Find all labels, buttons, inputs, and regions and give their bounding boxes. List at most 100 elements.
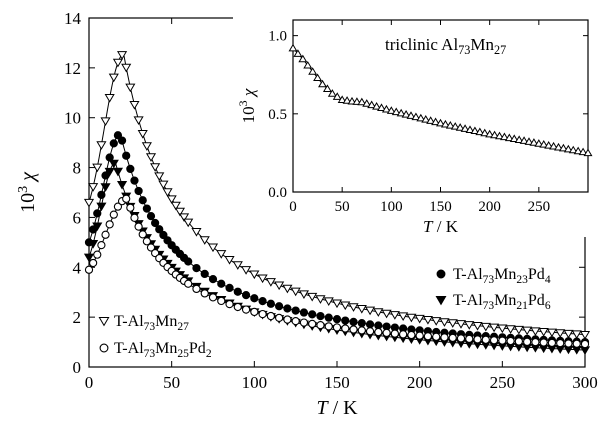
inset-y-tick-label: 1.0 xyxy=(268,29,287,45)
y-tick-label: 8 xyxy=(73,159,82,178)
inset-data-point xyxy=(583,148,593,157)
main-plot-area: 0 50 100 150 200 250 300 0 2 4 6 8 10 12 14 T / K 103 χ T… xyxy=(16,9,598,419)
data-point xyxy=(232,261,243,270)
data-point xyxy=(122,194,131,203)
inset-x-tick-label: 200 xyxy=(478,199,501,215)
data-point xyxy=(93,209,102,218)
inset-series xyxy=(288,43,593,157)
data-point xyxy=(572,339,581,348)
data-point xyxy=(266,299,275,308)
data-point xyxy=(323,297,334,307)
inset-data-point xyxy=(450,122,460,130)
inset-data-point xyxy=(421,115,431,123)
data-point xyxy=(208,274,218,284)
inset-data-point xyxy=(313,73,323,82)
data-point xyxy=(349,317,358,327)
data-point xyxy=(299,308,309,317)
data-point xyxy=(125,83,136,93)
inset-data-point xyxy=(406,111,416,119)
data-point xyxy=(283,304,292,313)
inset-data-point xyxy=(519,136,529,144)
inset-data-point xyxy=(342,96,352,104)
data-point xyxy=(216,250,227,259)
inset-data-point xyxy=(367,100,377,109)
data-point xyxy=(258,297,267,306)
inset-data-point xyxy=(568,145,578,154)
inset-data-point xyxy=(440,119,450,128)
data-point xyxy=(200,269,209,279)
data-point xyxy=(341,324,350,333)
inset-data-point xyxy=(475,127,485,136)
data-point xyxy=(546,328,558,338)
data-point xyxy=(162,188,173,197)
data-point xyxy=(324,313,333,322)
legend-label: T-Al73Mn27 xyxy=(114,313,189,333)
data-point xyxy=(191,227,202,237)
data-point xyxy=(100,183,111,192)
inset-data-point xyxy=(298,54,308,63)
data-point xyxy=(497,324,508,334)
x-tick-label: 100 xyxy=(242,373,268,392)
data-point xyxy=(155,225,164,234)
data-point xyxy=(365,320,375,329)
inset-data-point xyxy=(322,84,332,92)
inset-data-point xyxy=(549,141,559,150)
series-0 xyxy=(83,51,591,340)
data-point xyxy=(142,237,151,246)
data-point xyxy=(456,334,466,343)
data-point xyxy=(121,63,132,73)
data-point xyxy=(96,141,107,150)
inset-data-point xyxy=(504,133,514,142)
data-point xyxy=(240,266,252,275)
data-point xyxy=(158,180,169,190)
inset-data-point xyxy=(396,108,406,117)
data-point xyxy=(348,303,359,312)
data-point xyxy=(505,325,516,334)
data-point xyxy=(166,195,177,204)
data-point xyxy=(134,186,143,196)
data-point xyxy=(414,314,425,324)
inset-data-point xyxy=(578,147,588,156)
data-point xyxy=(316,311,325,321)
data-point xyxy=(283,315,292,324)
data-point xyxy=(538,327,549,337)
data-point xyxy=(134,222,143,231)
data-point xyxy=(241,291,251,300)
inset-data-point xyxy=(426,116,436,124)
data-point xyxy=(208,293,218,302)
data-point xyxy=(112,167,124,177)
data-point xyxy=(154,172,165,182)
data-point xyxy=(431,317,442,326)
data-point xyxy=(192,284,201,294)
data-point xyxy=(92,163,103,173)
inset-x-tick-label: 250 xyxy=(528,199,551,215)
data-point xyxy=(108,73,119,83)
inset-data-point xyxy=(470,126,480,135)
inset-y-tick-label: 0.0 xyxy=(268,185,287,201)
data-point xyxy=(150,163,161,172)
data-point xyxy=(547,338,557,347)
inset-title: triclinic Al73Mn27 xyxy=(385,35,506,57)
inset-data-point xyxy=(436,118,445,127)
data-point xyxy=(299,318,309,327)
data-point xyxy=(275,313,284,322)
data-point xyxy=(298,290,310,299)
data-point xyxy=(151,218,160,228)
data-point xyxy=(89,258,98,268)
inset-data-point xyxy=(293,49,303,57)
data-point xyxy=(217,296,226,306)
inset-data-point xyxy=(332,92,342,100)
inset-y-tick-label: 0.5 xyxy=(268,107,287,123)
data-point xyxy=(207,243,219,253)
data-point xyxy=(275,302,284,311)
data-point xyxy=(257,274,268,284)
legend-marker xyxy=(435,296,447,306)
legend-entry-1: T-Al73Mn23Pd4 xyxy=(436,266,551,286)
inset-data-point xyxy=(455,123,465,131)
inset-data-point xyxy=(347,96,357,105)
data-point xyxy=(357,326,366,335)
inset-data-point xyxy=(514,135,524,143)
data-point xyxy=(415,331,424,340)
data-point xyxy=(291,316,300,326)
data-point xyxy=(290,287,301,297)
